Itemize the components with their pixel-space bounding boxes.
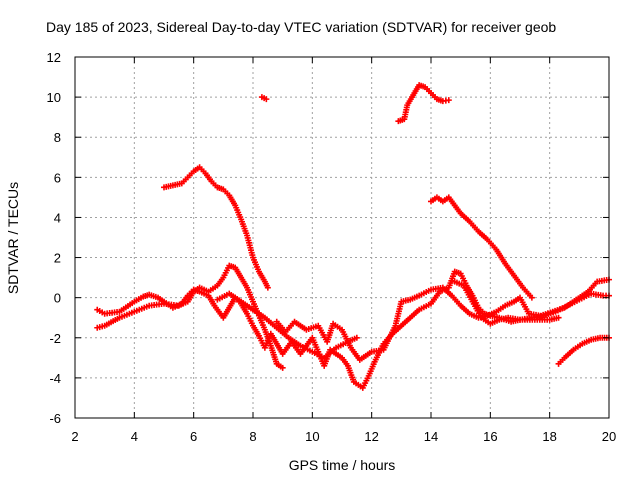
series-sat-b [94, 268, 612, 391]
y-tick-label: -6 [49, 411, 61, 426]
data-points [94, 82, 612, 391]
y-tick-label: 2 [54, 251, 61, 266]
data-point [264, 284, 271, 291]
chart-title: Day 185 of 2023, Sidereal Day-to-day VTE… [46, 19, 556, 35]
series-sat-j [555, 334, 612, 367]
y-tick-label: 8 [54, 130, 61, 145]
series-sat-c [161, 164, 271, 291]
y-tick-label: 6 [54, 170, 61, 185]
series-sat-f [428, 194, 535, 301]
series-sat-i [451, 278, 562, 327]
x-tick-label: 6 [190, 429, 197, 444]
x-tick-label: 8 [249, 429, 256, 444]
x-tick-label: 14 [424, 429, 438, 444]
x-tick-label: 18 [542, 429, 556, 444]
x-tick-label: 4 [131, 429, 138, 444]
data-point [445, 97, 452, 104]
x-tick-label: 10 [305, 429, 319, 444]
data-point [528, 294, 535, 301]
grid [75, 57, 609, 418]
data-point [555, 314, 562, 321]
data-point [263, 96, 270, 103]
y-tick-label: -2 [49, 331, 61, 346]
x-tick-label: 12 [364, 429, 378, 444]
data-point [279, 364, 286, 371]
plot-frame [74, 56, 610, 419]
series-sat-d [258, 94, 270, 103]
data-point [353, 334, 360, 341]
y-tick-label: 0 [54, 291, 61, 306]
y-tick-label: 10 [47, 90, 61, 105]
series-sat-a [94, 262, 286, 371]
y-tick-label: 4 [54, 210, 61, 225]
x-axis-title: GPS time / hours [289, 457, 396, 473]
series-sat-h [214, 290, 360, 361]
x-tick-label: 2 [71, 429, 78, 444]
axis-ticks: 2 4 6 8 10 12 14 16 18 20 -6 -4 -2 0 2 4 6 8 10 12 [47, 50, 617, 444]
x-tick-label: 20 [602, 429, 616, 444]
y-tick-label: -4 [49, 371, 61, 386]
y-tick-label: 12 [47, 50, 61, 65]
y-axis-title: SDTVAR / TECUs [5, 182, 21, 294]
series-sat-g [273, 276, 612, 363]
x-tick-label: 16 [483, 429, 497, 444]
series-sat-e [395, 82, 452, 125]
